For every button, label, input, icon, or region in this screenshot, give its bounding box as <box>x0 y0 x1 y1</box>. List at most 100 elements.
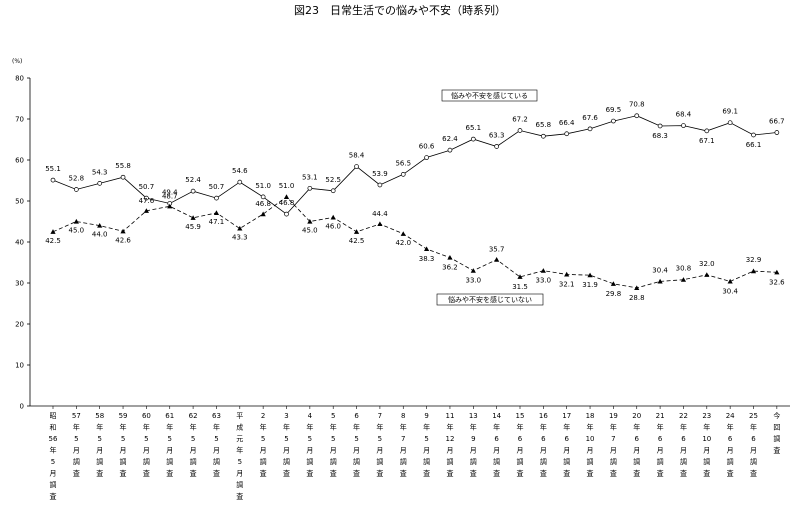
point-marker <box>587 272 593 278</box>
x-category-label: 8 年 7 月調査 <box>400 412 407 478</box>
point-marker <box>610 281 616 286</box>
x-category-text: 6 <box>354 412 359 420</box>
x-category-text: 年 <box>540 423 547 432</box>
x-category-text: 調 <box>680 457 687 466</box>
point-marker <box>470 268 476 273</box>
data-label: 62.4 <box>442 135 458 143</box>
x-category-text: 査 <box>330 469 337 478</box>
x-category-text: 2 <box>261 412 265 420</box>
point-marker <box>144 195 149 201</box>
x-category-text: 査 <box>236 492 243 501</box>
x-category-text: 7 <box>401 435 405 443</box>
x-category-text: 年 <box>446 423 453 432</box>
chart-title: 図23 日常生活での悩みや不安（時系列） <box>294 3 506 17</box>
x-category-text: 6 <box>681 435 686 443</box>
x-category-text: 月 <box>493 447 500 455</box>
data-label: 49.4 <box>162 188 178 196</box>
x-category-text: 査 <box>306 469 313 478</box>
data-label: 67.2 <box>512 115 528 123</box>
x-category-text: 5 <box>331 435 335 443</box>
x-category-text: 13 <box>469 412 478 420</box>
x-category-text: 調 <box>587 457 594 466</box>
point-marker <box>704 272 710 277</box>
point-marker <box>424 155 429 160</box>
x-category-text: 月 <box>423 447 430 455</box>
x-category-text: 査 <box>423 469 430 478</box>
x-category-text: 24 <box>726 412 735 420</box>
point-marker <box>447 147 453 153</box>
data-label: 56.5 <box>395 159 411 167</box>
y-tick-label: 70 <box>15 116 24 124</box>
point-marker <box>237 179 243 185</box>
y-tick-label: 30 <box>15 280 24 288</box>
x-category-text: 月 <box>190 447 197 455</box>
x-category-text: 5 <box>284 435 288 443</box>
point-marker <box>517 274 523 279</box>
x-category-text: 3 <box>284 412 288 420</box>
x-category-text: 月 <box>563 447 570 455</box>
data-label: 30.4 <box>652 266 668 274</box>
data-label: 32.1 <box>559 280 575 288</box>
point-marker <box>494 144 499 149</box>
x-category-text: 年 <box>213 423 220 432</box>
point-marker <box>353 229 360 234</box>
point-marker <box>400 172 406 177</box>
data-label: 44.4 <box>372 210 388 218</box>
point-marker <box>470 136 476 142</box>
data-label: 63.3 <box>489 131 505 139</box>
x-category-text: 年 <box>517 423 524 432</box>
x-category-text: 年 <box>73 423 80 432</box>
point-marker <box>50 177 56 183</box>
x-category-text: 年 <box>166 423 173 432</box>
data-label: 66.7 <box>769 118 785 126</box>
x-category-text: 月 <box>750 447 757 455</box>
x-category-text: 調 <box>96 457 103 466</box>
x-category-text: 月 <box>680 447 687 455</box>
x-category-label: 7 年 5 月調査 <box>376 412 383 478</box>
point-marker <box>540 133 546 139</box>
x-category-text: 5 <box>331 412 335 420</box>
data-label: 51.0 <box>279 182 295 190</box>
point-marker <box>634 285 640 290</box>
x-category-text: 6 <box>518 435 523 443</box>
x-category-text: 57 <box>72 412 81 420</box>
point-marker <box>774 130 780 135</box>
data-label: 43.3 <box>232 233 248 241</box>
x-category-label: 16 年 6 月調査 <box>539 412 548 478</box>
x-category-text: 7 <box>378 412 382 420</box>
point-marker <box>750 268 757 274</box>
data-label: 30.8 <box>676 265 692 273</box>
x-category-text: 月 <box>540 447 547 455</box>
x-category-text: 8 <box>401 412 405 420</box>
data-label: 29.8 <box>606 290 622 298</box>
x-category-text: 成 <box>236 423 243 432</box>
x-category-text: 調 <box>400 457 407 466</box>
x-category-text: 6 <box>541 435 546 443</box>
data-markers <box>50 113 780 290</box>
point-marker <box>260 194 266 200</box>
x-category-label: 18 年 10 月調査 <box>586 412 595 478</box>
x-category-text: 月 <box>633 447 640 455</box>
x-category-text: 5 <box>424 435 428 443</box>
x-category-text: 年 <box>470 423 477 432</box>
x-category-text: 年 <box>423 423 430 432</box>
series-label-2: 悩みや不安を感じていない <box>436 293 544 306</box>
x-category-text: 60 <box>142 412 151 420</box>
x-category-label: 62 年 5 月調査 <box>189 412 198 478</box>
point-marker <box>330 214 336 220</box>
data-label: 46.0 <box>325 222 341 230</box>
x-category-text: 年 <box>680 423 687 432</box>
x-category-text: 回 <box>773 424 780 432</box>
x-category-text: 11 <box>445 412 454 420</box>
x-category-text: 月 <box>587 447 594 455</box>
y-tick-label: 40 <box>15 239 24 247</box>
x-category-text: 年 <box>727 423 734 432</box>
data-label: 45.0 <box>302 227 318 235</box>
x-category-label: 21 年 6 月調査 <box>656 412 665 478</box>
x-category-text: 和 <box>50 423 57 432</box>
x-category-text: 年 <box>657 423 664 432</box>
x-category-text: 月 <box>120 447 127 455</box>
data-label: 52.5 <box>325 176 341 184</box>
x-category-text: 調 <box>773 434 780 443</box>
